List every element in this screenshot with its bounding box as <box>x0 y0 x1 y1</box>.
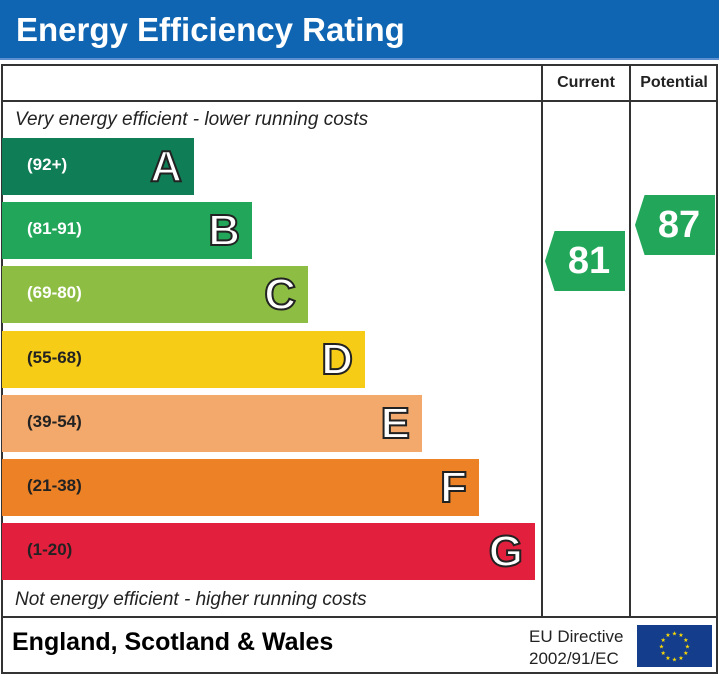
band-range: (81-91) <box>27 219 82 239</box>
band-letter: F <box>439 462 468 513</box>
column-divider <box>541 64 543 618</box>
star-icon: ★ <box>685 644 690 651</box>
star-icon: ★ <box>678 655 683 662</box>
band-letter: A <box>149 141 183 192</box>
current-rating-arrow: 81 <box>545 231 625 291</box>
potential-rating-arrow: 87 <box>635 195 715 255</box>
column-divider <box>629 64 631 618</box>
band-range: (39-54) <box>27 411 82 431</box>
band-letter: C <box>263 269 297 320</box>
band-bar-a: (92+) A <box>2 138 194 195</box>
directive-number: 2002/91/EC <box>529 649 619 668</box>
band-range: (55-68) <box>27 347 82 367</box>
star-icon: ★ <box>683 650 688 657</box>
star-icon: ★ <box>672 657 677 664</box>
star-icon: ★ <box>659 644 664 651</box>
star-icon: ★ <box>661 650 666 657</box>
band-range: (21-38) <box>27 476 82 495</box>
star-icon: ★ <box>678 632 683 639</box>
band-letter: E <box>380 398 411 449</box>
page-title: Energy Efficiency Rating <box>16 11 405 48</box>
star-icon: ★ <box>665 655 670 662</box>
band-bar-f: (21-38) F <box>2 459 479 516</box>
title-banner: Energy Efficiency Rating <box>0 0 719 60</box>
header-divider <box>1 100 718 102</box>
band-range: (92+) <box>27 155 68 174</box>
band-bar-c: (69-80) C <box>2 266 308 324</box>
star-icon: ★ <box>683 637 688 644</box>
potential-column-header: Potential <box>640 74 708 91</box>
band-bar-e: (39-54) E <box>2 394 422 452</box>
top-note: Very energy efficient - lower running co… <box>15 109 369 130</box>
star-icon: ★ <box>661 637 666 644</box>
band-bar-g: (1-20) G <box>2 523 535 581</box>
band-letter: B <box>207 205 241 256</box>
band-range: (1-20) <box>27 540 73 560</box>
band-range: (69-80) <box>27 283 82 303</box>
bottom-note: Not energy efficient - higher running co… <box>15 589 367 610</box>
region-label: England, Scotland & Wales <box>12 628 334 656</box>
star-icon: ★ <box>665 632 670 639</box>
current-column-header: Current <box>557 74 615 91</box>
eu-flag-icon: ★ ★★★★★★★★★★★ <box>637 625 712 667</box>
directive-label: EU Directive <box>529 627 624 646</box>
band-bar-d: (55-68) D <box>2 330 365 388</box>
band-letter: G <box>488 526 524 577</box>
footer-divider <box>1 616 718 618</box>
band-letter: D <box>320 334 354 385</box>
band-bar-b: (81-91) B <box>2 202 252 260</box>
star-icon: ★ <box>672 631 677 638</box>
